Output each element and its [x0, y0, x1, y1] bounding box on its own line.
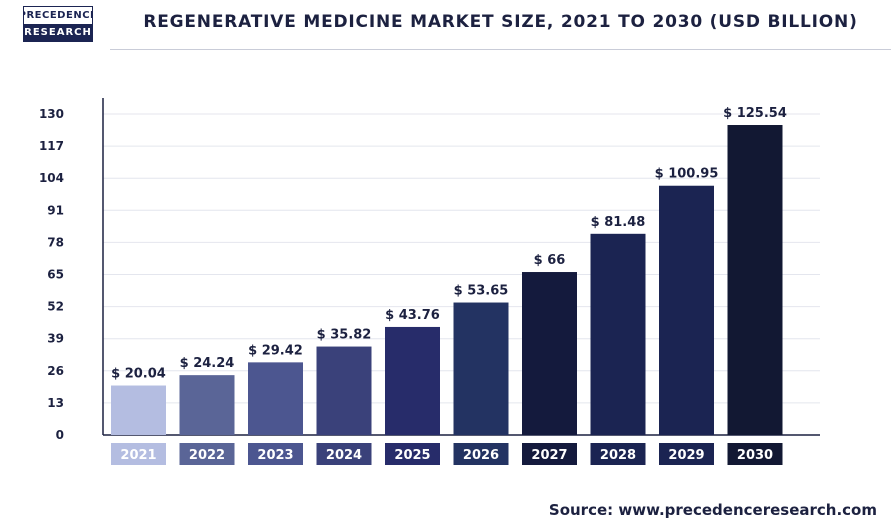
data-label-2023: $ 29.42 — [248, 343, 303, 358]
x-category-label: 2024 — [326, 448, 362, 463]
bar-2022 — [179, 375, 235, 435]
category-box-2030 — [727, 443, 783, 465]
data-labels: $ 20.04 $ 24.24 $ 29.42 $ 35.82 $ 43.76 $ 53.… — [111, 106, 787, 382]
logo-line-1: PRECEDENCE — [24, 7, 92, 24]
bar-2027 — [522, 272, 577, 435]
x-category-label: 2022 — [189, 448, 225, 463]
y-tick-label: 65 — [47, 268, 64, 282]
y-tick-label: 117 — [39, 139, 64, 153]
data-label-2029: $ 100.95 — [655, 167, 719, 182]
y-tick-label: 104 — [39, 171, 64, 185]
y-tick-label: 13 — [47, 396, 64, 410]
bar-2028 — [590, 233, 646, 435]
data-label-2021: $ 20.04 — [111, 367, 166, 382]
data-label-2030: $ 125.54 — [723, 106, 787, 121]
bar-2021 — [111, 385, 166, 435]
x-category-label: 2021 — [120, 448, 156, 463]
data-label-2026: $ 53.65 — [454, 284, 509, 299]
x-category-label: 2030 — [737, 448, 773, 463]
bar-2026 — [453, 302, 509, 435]
bar-2023 — [248, 362, 303, 435]
brand-logo: PRECEDENCE RESEARCH — [23, 6, 93, 42]
header-divider — [110, 49, 891, 50]
x-category-label: 2028 — [600, 448, 636, 463]
y-tick-label: 91 — [47, 203, 64, 217]
x-category-label: 2026 — [463, 448, 499, 463]
x-category-label: 2029 — [668, 448, 704, 463]
source-note: Source: www.precedenceresearch.com — [548, 501, 877, 519]
category-box-2024 — [316, 443, 372, 465]
y-tick-label: 78 — [47, 235, 64, 249]
bar-2030 — [727, 125, 783, 436]
category-box-2029 — [659, 443, 714, 465]
category-box-2025 — [385, 443, 440, 465]
data-label-2028: $ 81.48 — [591, 215, 646, 230]
category-box-2027 — [522, 443, 577, 465]
y-tick-label: 0 — [56, 428, 64, 442]
bars — [111, 125, 783, 436]
y-tick-label: 52 — [47, 300, 64, 314]
x-category-label: 2023 — [257, 448, 293, 463]
bar-2029 — [659, 185, 714, 435]
category-box-2022 — [179, 443, 235, 465]
y-tick-label: 39 — [47, 332, 64, 346]
x-category-label: 2027 — [531, 448, 567, 463]
category-box-2026 — [453, 443, 509, 465]
category-box-2028 — [590, 443, 646, 465]
logo-line-2: RESEARCH — [24, 24, 92, 41]
y-axis-ticks: 0 13 26 39 52 65 78 91 104 117 130 — [39, 107, 64, 442]
data-label-2027: $ 66 — [534, 253, 566, 268]
chart-title: REGENERATIVE MEDICINE MARKET SIZE, 2021 … — [143, 12, 858, 32]
data-label-2024: $ 35.82 — [317, 328, 372, 343]
bar-2024 — [316, 346, 372, 435]
y-tick-label: 130 — [39, 107, 64, 121]
bar-2025 — [385, 326, 440, 435]
category-box-2023 — [248, 443, 303, 465]
category-box-2021 — [111, 443, 166, 465]
data-label-2022: $ 24.24 — [180, 356, 235, 371]
x-category-label: 2025 — [394, 448, 430, 463]
x-axis-categories: 2021 2022 2023 2024 2025 2026 2027 2028 2029 2030 — [111, 443, 783, 465]
y-tick-label: 26 — [47, 364, 64, 378]
data-label-2025: $ 43.76 — [385, 308, 440, 323]
